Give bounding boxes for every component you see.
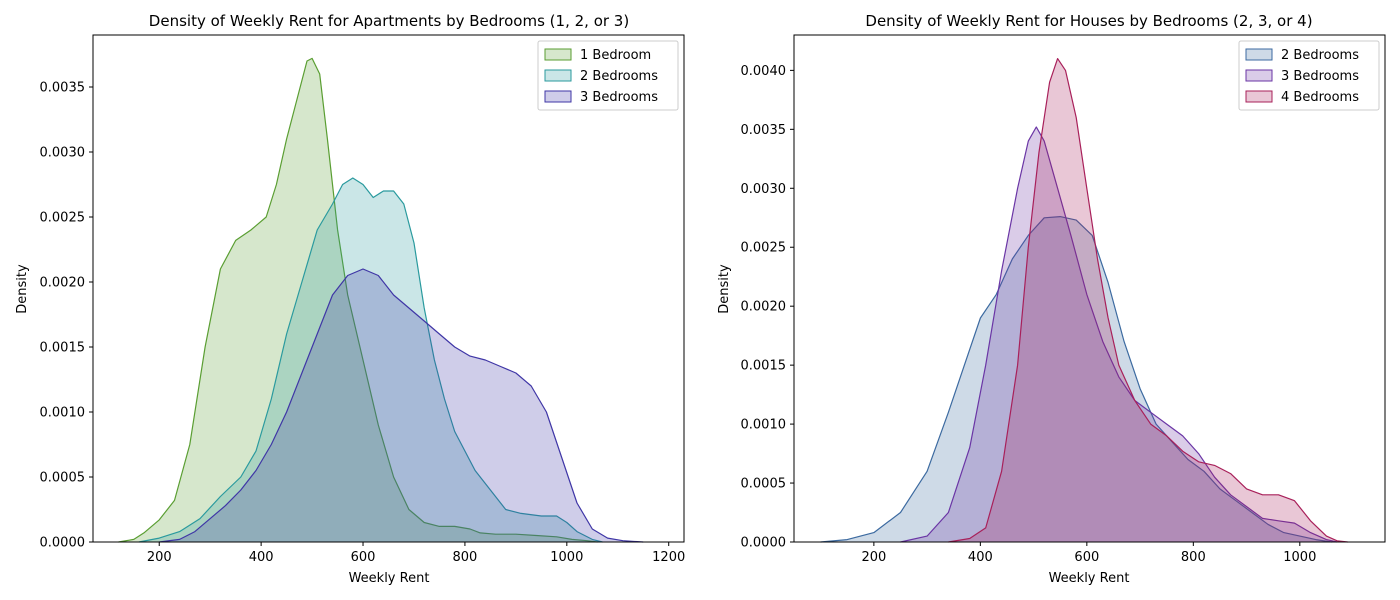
density-line-0 [820, 216, 1332, 543]
density-line-1 [900, 126, 1338, 543]
y-tick-label: 0.0005 [40, 471, 86, 486]
y-tick-label: 0.0005 [741, 477, 787, 492]
x-tick-label: 1000 [1283, 550, 1316, 565]
density-area-1 [138, 178, 603, 542]
chart-title: Density of Weekly Rent for Houses by Bed… [865, 12, 1312, 30]
y-tick-label: 0.0040 [741, 64, 787, 79]
x-tick-label: 400 [968, 550, 993, 565]
density-area-0 [820, 216, 1332, 542]
legend-swatch-2 [544, 90, 572, 103]
legend-swatch-1 [1245, 69, 1273, 82]
plot-frame [92, 34, 685, 543]
density-line-1 [138, 177, 603, 543]
ticks-layer: 200 400 600 800 1000 0.0000 0.0005 0.0010 0.0015… [741, 64, 1317, 565]
legend-label-1: 3 Bedrooms [1281, 69, 1359, 84]
y-axis-label: Density [15, 264, 30, 314]
density-line-2 [159, 268, 644, 543]
x-tick-label: 200 [147, 550, 172, 565]
y-tick-label: 0.0035 [40, 81, 86, 96]
x-tick-label: 200 [861, 550, 886, 565]
legend-label-2: 3 Bedrooms [580, 90, 658, 105]
series-layer [118, 57, 644, 543]
legend-label-0: 2 Bedrooms [1281, 48, 1359, 63]
y-tick-label: 0.0000 [40, 536, 86, 551]
legend: 1 Bedroom 2 Bedrooms 3 Bedrooms [537, 40, 679, 111]
y-tick-label: 0.0010 [40, 406, 86, 421]
legend-label-0: 1 Bedroom [580, 48, 651, 63]
houses-density-chart: Density of Weekly Rent for Houses by Bed… [717, 12, 1386, 586]
density-line-0 [118, 57, 598, 543]
legend-swatch-1 [544, 69, 572, 82]
x-tick-label: 800 [1181, 550, 1206, 565]
legend: 2 Bedrooms 3 Bedrooms 4 Bedrooms [1238, 40, 1380, 111]
y-tick-label: 0.0000 [741, 536, 787, 551]
legend-label-2: 4 Bedrooms [1281, 90, 1359, 105]
x-tick-label: 600 [351, 550, 376, 565]
density-area-2 [159, 269, 644, 542]
legend-swatch-0 [1245, 48, 1273, 61]
legend-swatch-2 [1245, 90, 1273, 103]
y-tick-label: 0.0020 [40, 276, 86, 291]
y-tick-label: 0.0010 [741, 418, 787, 433]
density-line-2 [948, 58, 1348, 543]
y-tick-label: 0.0030 [741, 182, 787, 197]
x-tick-label: 600 [1074, 550, 1099, 565]
series-layer [820, 58, 1348, 543]
plot-frame [793, 34, 1386, 543]
legend-box [537, 40, 679, 111]
y-tick-label: 0.0025 [741, 241, 787, 256]
y-tick-label: 0.0025 [40, 211, 86, 226]
apartments-density-chart: Density of Weekly Rent for Apartments by… [15, 12, 685, 586]
y-tick-label: 0.0035 [741, 123, 787, 138]
y-tick-label: 0.0030 [40, 146, 86, 161]
x-tick-label: 1200 [652, 550, 685, 565]
x-tick-label: 400 [249, 550, 274, 565]
x-axis-label: Weekly Rent [1049, 571, 1130, 586]
x-axis-label: Weekly Rent [349, 571, 430, 586]
legend-label-1: 2 Bedrooms [580, 69, 658, 84]
y-tick-label: 0.0015 [741, 359, 787, 374]
x-tick-label: 800 [453, 550, 478, 565]
chart-title: Density of Weekly Rent for Apartments by… [149, 12, 629, 30]
legend-swatch-0 [544, 48, 572, 61]
y-tick-label: 0.0015 [40, 341, 86, 356]
density-area-2 [948, 58, 1348, 542]
density-area-0 [118, 58, 598, 543]
legend-box [1238, 40, 1380, 111]
y-tick-label: 0.0020 [741, 300, 787, 315]
y-axis-label: Density [717, 264, 732, 314]
ticks-layer: 200 400 600 800 1000 1200 0.0000 0.0005 0.0010 0.… [40, 81, 686, 566]
x-tick-label: 1000 [550, 550, 583, 565]
